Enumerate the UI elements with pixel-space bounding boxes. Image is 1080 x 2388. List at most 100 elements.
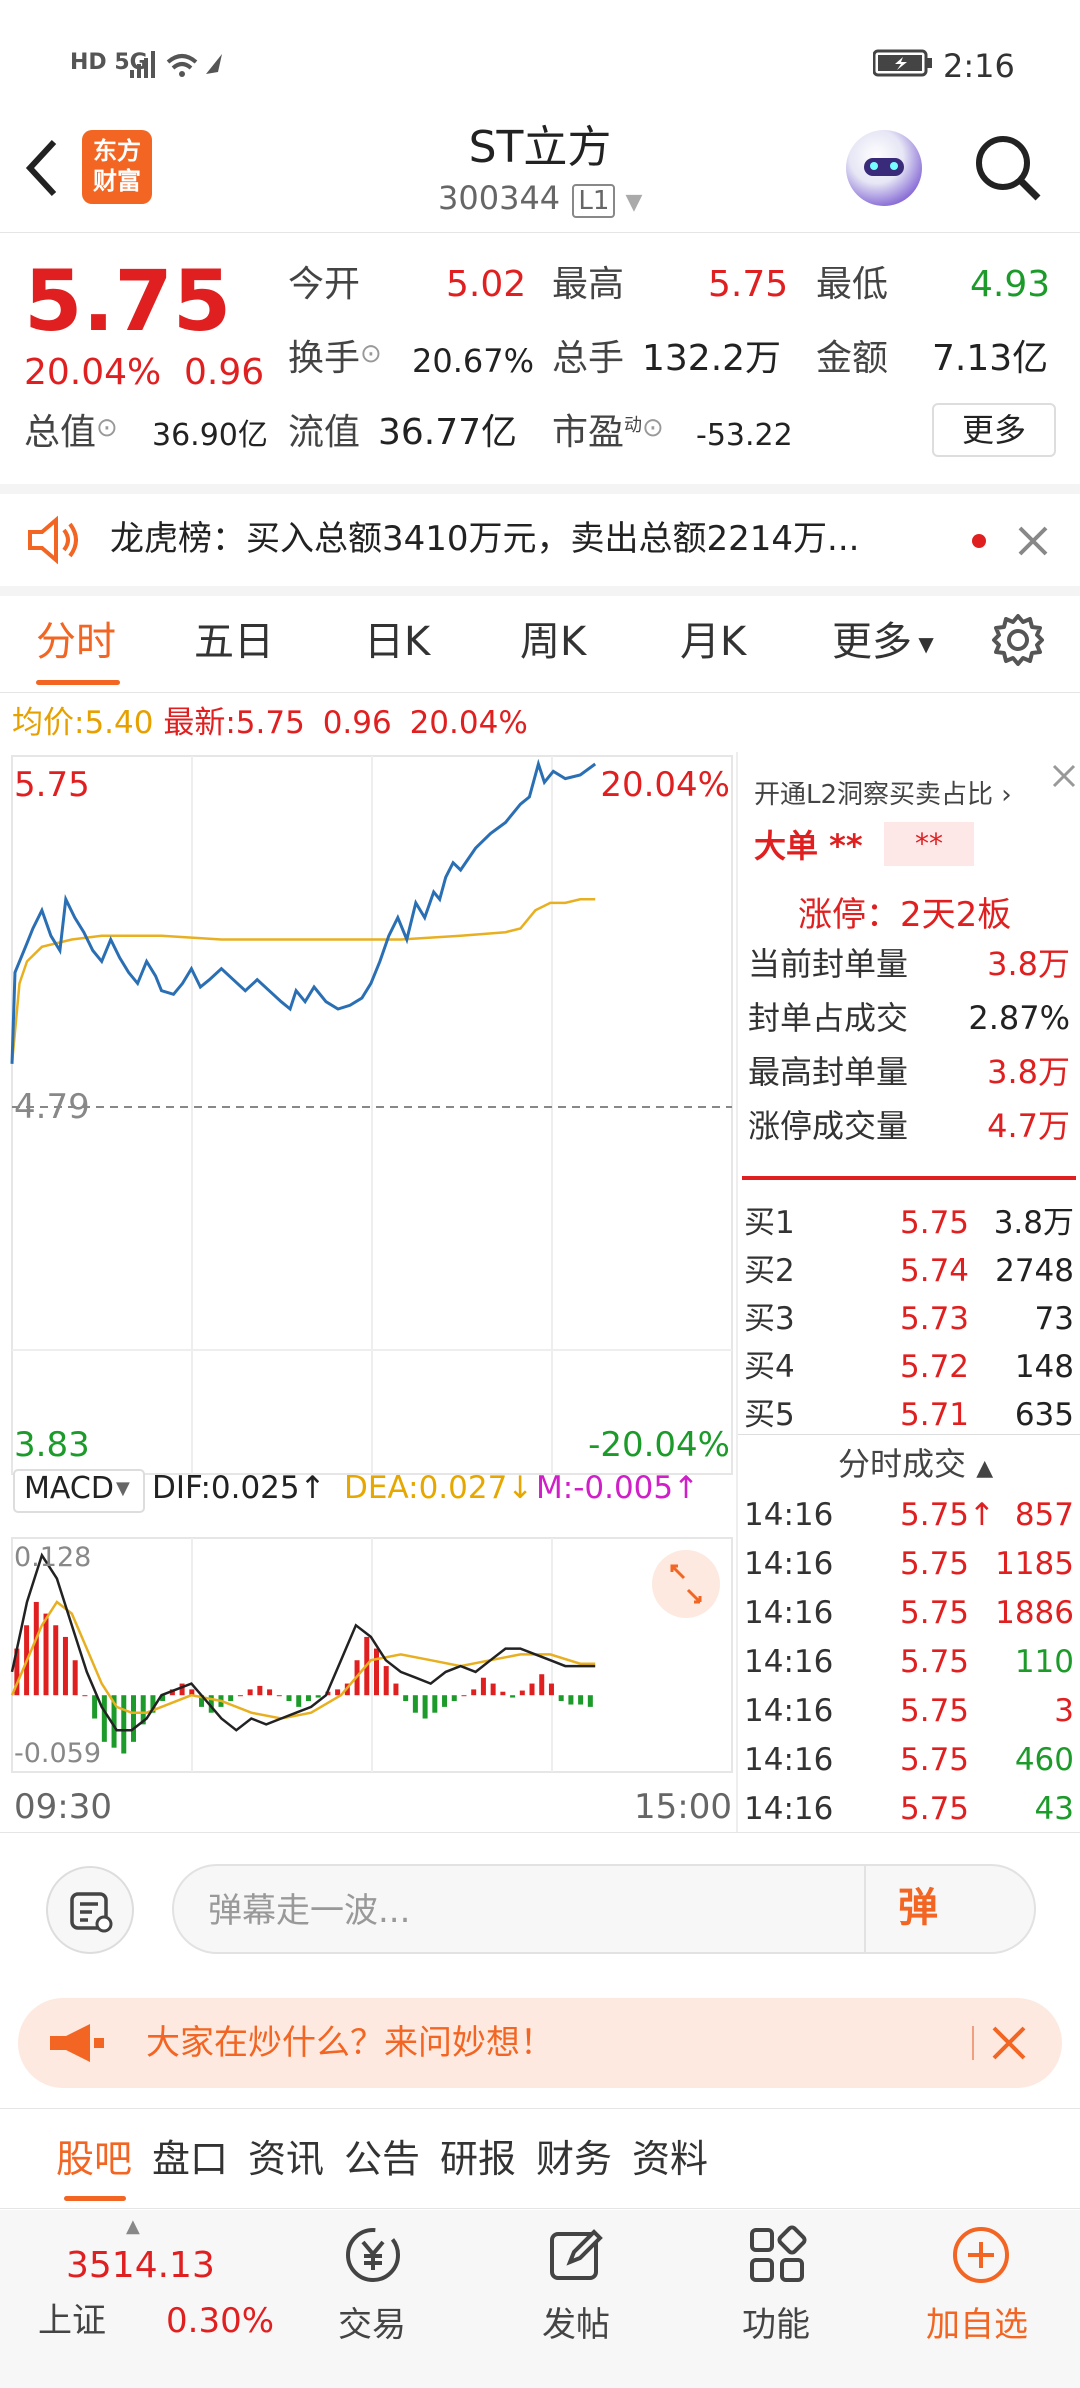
intraday-price-chart[interactable]: 5.75 4.79 3.83 20.04% -20.04% MACD ▼ DIF:0.025↑… [0,752,736,1832]
macd-bottom-label: -0.059 [14,1738,101,1769]
subtab-item[interactable]: 财务 [536,2137,613,2181]
search-icon[interactable] [972,132,1044,204]
danmu-settings-button[interactable] [46,1866,134,1954]
chevron-down-icon[interactable]: ▼ [625,190,643,215]
bid-price: 5.71 [900,1397,970,1433]
macd-bar [179,1683,185,1696]
float-value: 36.77亿 [378,412,518,453]
back-arrow-icon[interactable] [22,138,62,198]
status-bar: HD 5G 2:16 [0,0,1080,120]
macd-bar [43,1613,49,1696]
y-pct-top: 20.04% [600,765,730,805]
bid-price: 5.72 [900,1349,970,1385]
close-icon[interactable] [1016,524,1050,558]
subtab-item[interactable]: 公告 [344,2137,421,2181]
tab-intraday[interactable]: 分时 [36,619,116,665]
macd-bar [111,1695,117,1748]
limit-stat-label: 最高封单量 [748,1053,909,1091]
info-icon[interactable]: ⊙ [360,339,382,369]
tick-qty: 3 [1054,1693,1074,1729]
info-icon[interactable]: ⊙ [642,413,664,443]
tab-daily-k[interactable]: 日K [364,619,431,665]
y-label-bottom: 3.83 [14,1425,90,1465]
bid-qty: 3.8万 [993,1205,1074,1241]
tick-price: 5.75↑ [900,1497,995,1533]
bid-level: 买5 [744,1397,795,1433]
volume-label: 总手 [552,338,625,379]
macd-bar [101,1695,107,1742]
grid-icon [750,2225,807,2282]
subtab-item[interactable]: 股吧 [56,2137,133,2181]
macd-bar [383,1666,389,1696]
danmu-input[interactable]: 弹幕走一波... 弹 [172,1864,1036,1954]
trade-button[interactable]: 交易 [318,2224,428,2374]
post-button[interactable]: 发帖 [522,2224,632,2374]
unread-dot [972,534,986,548]
macd-bar [315,1695,321,1698]
battery-icon [873,49,932,77]
tick-price: 5.75 [900,1791,970,1827]
expand-button [652,1550,720,1618]
bid-price: 5.73 [900,1301,970,1337]
robot-avatar-icon[interactable] [846,130,922,206]
dif-label: DIF:0.025↑ [152,1470,326,1506]
macd-bar [140,1695,146,1725]
tick-time: 14:16 [744,1497,834,1533]
turnover-label: 换手⊙ [288,338,382,379]
index-widget[interactable]: ▲ 3514.13 上证 0.30% [0,2210,290,2388]
tab-weekly-k[interactable]: 周K [520,619,587,665]
macd-bar [14,1648,20,1696]
danmu-send-button[interactable]: 弹 [898,1885,938,1931]
amount-value: 7.13亿 [932,338,1049,379]
macd-bar [53,1625,59,1696]
info-icon[interactable]: ⊙ [96,413,118,443]
tab-5day[interactable]: 五日 [194,619,274,665]
tick-qty: 1886 [995,1595,1074,1631]
limit-stat-label: 涨停成交量 [748,1107,909,1145]
macd-bar [276,1695,282,1697]
close-icon[interactable] [1050,762,1078,790]
tab-monthly-k[interactable]: 月K [680,619,747,665]
m-label: M:-0.005↑ [536,1470,699,1506]
active-subtab-indicator [64,2196,126,2201]
gear-icon[interactable] [990,612,1046,668]
active-tab-indicator [36,680,120,685]
tick-time: 14:16 [744,1595,834,1631]
network-indicator: HD 5G [70,50,148,75]
macd-bar [422,1695,428,1719]
function-button[interactable]: 功能 [722,2224,832,2374]
macd-bar [286,1695,292,1702]
limit-stat-label: 封单占成交 [748,999,909,1037]
subtab-item[interactable]: 盘口 [152,2137,229,2181]
clock: 2:16 [943,47,1015,85]
tab-more[interactable]: 更多 ▼ [832,619,934,665]
macd-bar [480,1677,486,1696]
macd-bar [451,1695,457,1702]
macd-bar [199,1695,205,1707]
index-pct: 0.30% [166,2301,275,2341]
macd-bar [267,1689,273,1696]
danmu-placeholder: 弹幕走一波... [208,1891,411,1931]
dragon-tiger-notice[interactable]: 龙虎榜：买入总额3410万元，卖出总额2214万... [0,494,1080,586]
more-button[interactable]: 更多 [932,403,1056,457]
macd-bar [412,1695,418,1713]
macd-bar [296,1695,302,1707]
add-watchlist-button[interactable]: 加自选 [916,2224,1046,2374]
ask-banner[interactable]: 大家在炒什么？来问妙想！ [18,1998,1062,2088]
ticks-title[interactable]: 分时成交 ▲ [838,1445,994,1483]
subtab-item[interactable]: 资料 [632,2137,709,2181]
level-badge[interactable]: L1 [572,184,616,218]
tick-time: 14:16 [744,1791,834,1827]
macd-bar [471,1689,477,1696]
limit-stat-value: 3.8万 [987,1053,1070,1091]
dea-line [10,1600,596,1720]
quote-panel: 5.75 20.04% 0.96 总值⊙ 36.90亿 今开 5.02 最高 5… [0,233,1080,485]
subtab-item[interactable]: 研报 [440,2137,517,2181]
tick-time: 14:16 [744,1644,834,1680]
stock-code: 300344 L1 ▼ [438,179,643,218]
change-value: 0.96 [184,352,265,393]
tick-time: 14:16 [744,1693,834,1729]
subtab-item[interactable]: 资讯 [248,2137,325,2181]
l2-promo[interactable]: 开通L2洞察买卖占比 › [754,780,1012,810]
close-icon[interactable] [990,2024,1028,2062]
